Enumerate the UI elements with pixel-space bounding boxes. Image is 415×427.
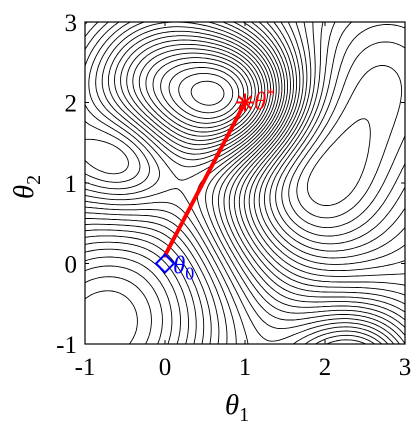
contour-line-27 <box>269 22 405 252</box>
optimum-point-label-sup: * <box>266 85 275 105</box>
axes: -1 0 1 2 3 -1 0 1 2 3 <box>56 10 411 381</box>
asterisk-stroke <box>237 95 253 110</box>
contour-line-2 <box>85 67 240 344</box>
contour-line-23 <box>248 22 405 277</box>
y-tick-label: 0 <box>65 252 78 279</box>
contour-line-29 <box>281 24 405 237</box>
contour-line-12 <box>85 22 389 344</box>
y-tick-label: -1 <box>56 332 77 359</box>
x-tick-label: -1 <box>75 354 96 381</box>
contour-line-32 <box>306 118 371 206</box>
contour-line-11 <box>85 26 382 344</box>
contour-line-6 <box>85 48 256 344</box>
contour-line-18 <box>85 22 405 321</box>
x-tick-label: 1 <box>239 354 252 381</box>
contour-line-7 <box>85 43 260 344</box>
start-point-label-sub: 0 <box>185 264 194 284</box>
optimum-point-marker <box>236 93 254 112</box>
path-line <box>163 100 247 258</box>
start-point-label: θ0 <box>173 253 194 284</box>
contour-lines <box>85 22 405 344</box>
y-tick-label: 1 <box>65 171 78 198</box>
contour-line-3 <box>85 61 245 344</box>
contour-line-1 <box>85 72 234 344</box>
contour-line-30 <box>288 41 405 229</box>
y-axis-label: θ2 <box>8 175 45 199</box>
contour-line-31 <box>296 65 403 219</box>
x-tick-label: 3 <box>399 354 412 381</box>
contour-line-0 <box>85 80 225 344</box>
contour-line-17 <box>85 22 405 328</box>
contour-line-24 <box>253 22 405 272</box>
contour-line-10 <box>85 30 375 344</box>
contour-line-28 <box>275 22 405 245</box>
x-tick-label: 2 <box>319 354 332 381</box>
y-axis-label-sub: 2 <box>23 175 45 185</box>
y-tick-label: 3 <box>65 10 78 37</box>
contour-line-4 <box>85 57 249 344</box>
contour-line-8 <box>85 39 263 344</box>
contour-line-9 <box>85 35 366 344</box>
y-tick-label: 2 <box>65 91 78 118</box>
x-axis-label: θ1 <box>225 389 249 422</box>
optimization-path <box>163 100 247 258</box>
start-point-marker <box>154 253 176 274</box>
contour-line-25 <box>258 22 405 265</box>
contour-line-5 <box>85 52 253 344</box>
x-tick-label: 0 <box>159 354 172 381</box>
x-axis-label-sub: 1 <box>239 404 249 422</box>
contour-line-26 <box>263 22 405 259</box>
contour-line-16 <box>85 22 405 336</box>
contour-line-21 <box>238 22 405 296</box>
